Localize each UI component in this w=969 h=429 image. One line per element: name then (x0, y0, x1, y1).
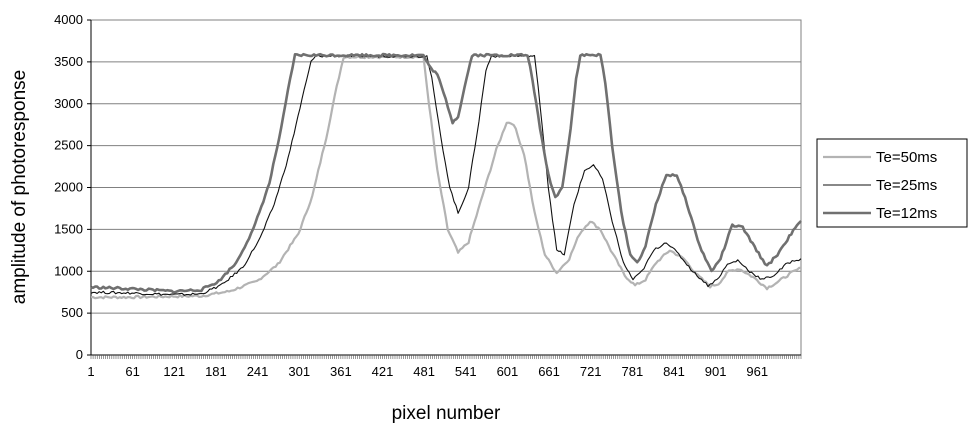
y-tick-label: 2500 (54, 138, 83, 153)
y-axis: 0 500 1000 1500 2000 2500 3000 3500 4000 (54, 12, 92, 362)
x-tick-label: 241 (247, 364, 269, 379)
y-tick-label: 0 (76, 347, 83, 362)
y-tick-label: 3500 (54, 54, 83, 69)
legend-label: Te=25ms (876, 177, 937, 194)
y-tick-label: 1000 (54, 263, 83, 278)
x-tick-label: 961 (746, 364, 768, 379)
x-tick-label: 601 (497, 364, 519, 379)
x-tick-label: 421 (372, 364, 394, 379)
y-tick-label: 4000 (54, 12, 83, 27)
x-tick-label: 301 (288, 364, 310, 379)
y-tick-label: 3000 (54, 96, 83, 111)
legend-label: Te=12ms (876, 205, 937, 222)
y-axis-title: amplitude of photoresponse (9, 70, 30, 305)
series-lines (90, 52, 802, 300)
x-tick-label: 541 (455, 364, 477, 379)
x-tick-label: 841 (663, 364, 685, 379)
legend-label: Te=50ms (876, 149, 937, 166)
x-tick-label: 901 (705, 364, 727, 379)
x-axis: 1 61 121 181 241 301 361 421 481 541 601 661 721 781 8… (87, 354, 802, 379)
y-tick-label: 1500 (54, 221, 83, 236)
x-tick-label: 481 (413, 364, 435, 379)
x-tick-label: 661 (538, 364, 560, 379)
y-tick-label: 500 (61, 305, 83, 320)
x-tick-label: 1 (87, 364, 94, 379)
x-tick-label: 721 (580, 364, 602, 379)
legend: Te=50ms Te=25ms Te=12ms (816, 138, 968, 228)
x-axis-title: pixel number (392, 403, 501, 424)
x-tick-label: 781 (621, 364, 643, 379)
x-tick-label: 61 (125, 364, 139, 379)
series-line (90, 54, 802, 296)
x-tick-label: 121 (163, 364, 185, 379)
y-tick-label: 2000 (54, 180, 83, 195)
x-tick-label: 361 (330, 364, 352, 379)
series-line (90, 54, 801, 300)
series-line (90, 52, 802, 294)
x-tick-label: 181 (205, 364, 227, 379)
